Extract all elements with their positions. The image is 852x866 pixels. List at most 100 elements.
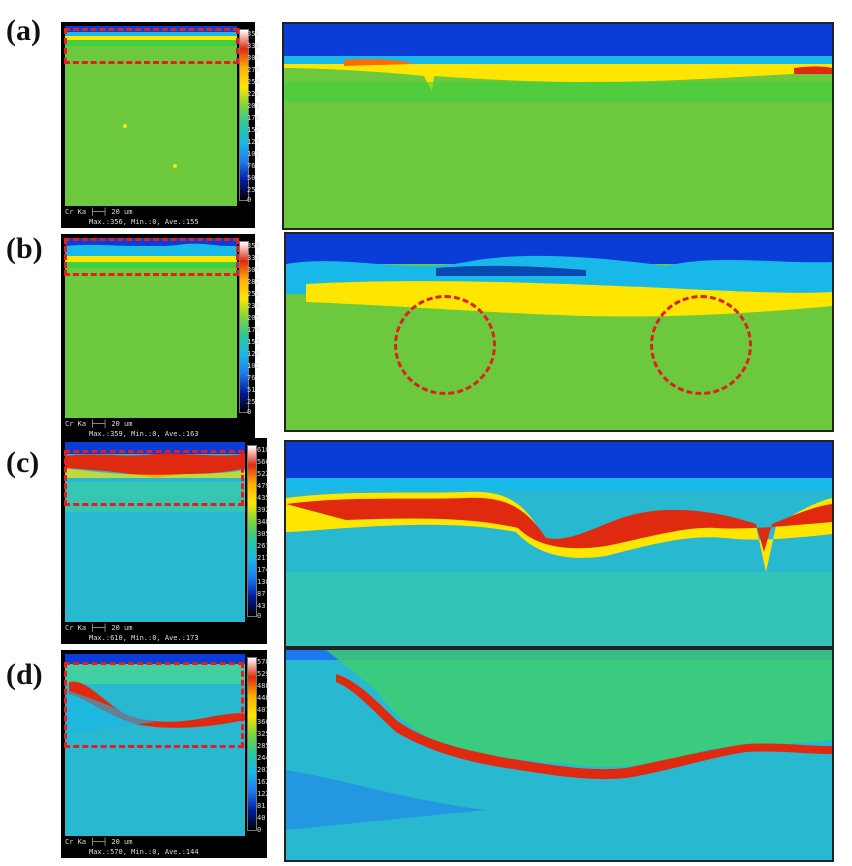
tick-b-1: 333 <box>247 254 260 262</box>
roi-box-d <box>64 662 244 748</box>
roi-box-a <box>64 28 239 64</box>
element-label-c: Cr Ka <box>65 624 87 632</box>
tick-a-9: 127 <box>247 138 260 146</box>
colorbar-a <box>239 29 249 201</box>
tick-b-2: 307 <box>247 266 260 274</box>
stats-d: Max.:570, Min.:0, Ave.:144 <box>89 848 199 856</box>
tick-b-10: 102 <box>247 362 260 370</box>
tick-d-3: 448 <box>257 694 270 702</box>
tick-d-2: 488 <box>257 682 270 690</box>
stats-c: Max.:610, Min.:0, Ave.:173 <box>89 634 199 642</box>
tick-b-6: 205 <box>247 314 260 322</box>
tick-d-12: 81 <box>257 802 266 810</box>
tick-c-3: 479 <box>257 482 270 490</box>
tick-a-11: 76 <box>247 162 256 170</box>
tick-d-10: 162 <box>257 778 270 786</box>
overview-map-c <box>65 442 245 622</box>
tick-d-8: 244 <box>257 754 270 762</box>
tick-a-10: 101 <box>247 150 260 158</box>
tick-a-2: 305 <box>247 54 260 62</box>
tick-a-5: 228 <box>247 90 260 98</box>
scalebar-label-b: 20 um <box>111 420 133 428</box>
tick-d-9: 203 <box>257 766 270 774</box>
tick-a-7: 178 <box>247 114 260 122</box>
tick-c-11: 130 <box>257 578 270 586</box>
tick-a-3: 279 <box>247 66 260 74</box>
tick-b-3: 282 <box>247 278 260 286</box>
panel-label-c: (c) <box>6 446 40 479</box>
tick-d-7: 285 <box>257 742 270 750</box>
scalebar-label-d: 20 um <box>111 838 133 846</box>
colorbar-d <box>247 657 257 831</box>
roi-box-c <box>64 450 244 506</box>
caption-d: Cr Ka ├──┤ 20 um <box>65 838 133 846</box>
tick-c-9: 217 <box>257 554 270 562</box>
tick-b-13: 25 <box>247 398 256 406</box>
tick-c-8: 261 <box>257 542 270 550</box>
tick-c-4: 435 <box>257 494 270 502</box>
tick-a-1: 330 <box>247 42 260 50</box>
tick-d-11: 122 <box>257 790 270 798</box>
elemental-map-b: 359 333 307 282 256 230 205 179 153 128 … <box>61 234 260 440</box>
tick-a-13: 25 <box>247 186 256 194</box>
panel-label-a: (a) <box>6 14 41 47</box>
stats-a: Max.:356, Min.:0, Ave.:155 <box>89 218 199 226</box>
color-scale-b <box>237 238 255 418</box>
zoomed-map-d <box>284 648 834 862</box>
tick-a-6: 203 <box>247 102 260 110</box>
tick-b-7: 179 <box>247 326 260 334</box>
tick-d-4: 407 <box>257 706 270 714</box>
tick-b-12: 51 <box>247 386 256 394</box>
tick-d-14: 0 <box>257 826 262 834</box>
tick-b-8: 153 <box>247 338 260 346</box>
tick-b-9: 128 <box>247 350 260 358</box>
colorbar-b <box>239 241 249 413</box>
zoomed-map-c <box>284 440 834 648</box>
tick-d-5: 366 <box>257 718 270 726</box>
zoomed-map-a <box>282 22 834 230</box>
elemental-map-c: 610 566 522 479 435 392 348 305 261 217 … <box>61 438 270 644</box>
tick-a-14: 0 <box>247 196 252 204</box>
tick-c-1: 566 <box>257 458 270 466</box>
roi-box-b <box>64 238 239 276</box>
panel-label-b: (b) <box>6 232 43 265</box>
tick-b-11: 76 <box>247 374 256 382</box>
scalebar-label-c: 20 um <box>111 624 133 632</box>
colorbar-c <box>247 445 257 617</box>
tick-a-4: 254 <box>247 78 260 86</box>
tick-b-0: 359 <box>247 242 260 250</box>
tick-d-0: 570 <box>257 658 270 666</box>
element-label-b: Cr Ka <box>65 420 87 428</box>
tick-d-13: 40 <box>257 814 266 822</box>
tick-b-14: 0 <box>247 408 252 416</box>
caption-b: Cr Ka ├──┤ 20 um <box>65 420 133 428</box>
highlight-circle-left <box>394 295 496 395</box>
tick-c-2: 522 <box>257 470 270 478</box>
tick-a-0: 356 <box>247 30 260 38</box>
tick-d-6: 325 <box>257 730 270 738</box>
color-scale-a <box>237 26 255 206</box>
caption-c: Cr Ka ├──┤ 20 um <box>65 624 133 632</box>
tick-a-12: 50 <box>247 174 256 182</box>
scalebar-label-a: 20 um <box>111 208 133 216</box>
overview-map-b <box>65 238 237 418</box>
zoomed-map-b <box>284 232 834 432</box>
color-scale-c <box>245 442 265 622</box>
tick-c-7: 305 <box>257 530 270 538</box>
tick-b-5: 230 <box>247 302 260 310</box>
tick-a-8: 152 <box>247 126 260 134</box>
tick-c-10: 174 <box>257 566 270 574</box>
tick-c-6: 348 <box>257 518 270 526</box>
element-label-d: Cr Ka <box>65 838 87 846</box>
highlight-circle-right <box>650 295 752 395</box>
elemental-map-a: 356 330 305 279 254 228 203 178 152 127 … <box>61 22 260 228</box>
color-scale-d <box>245 654 265 836</box>
panel-label-d: (d) <box>6 658 43 691</box>
tick-d-1: 529 <box>257 670 270 678</box>
element-label-a: Cr Ka <box>65 208 87 216</box>
tick-b-4: 256 <box>247 290 260 298</box>
tick-c-14: 0 <box>257 612 262 620</box>
tick-c-0: 610 <box>257 446 270 454</box>
stats-b: Max.:359, Min.:0, Ave.:163 <box>89 430 199 438</box>
caption-a: Cr Ka ├──┤ 20 um <box>65 208 133 216</box>
